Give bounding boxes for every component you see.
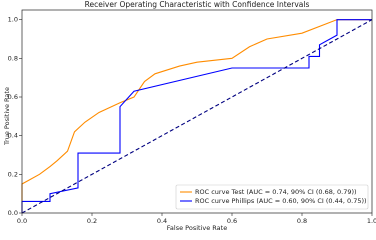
y-tick-label: 0.4 [8,132,18,140]
x-tick-label: 1.0 [367,217,376,225]
legend-label: ROC curve Test (AUC = 0.74, 90% CI (0.68… [195,188,357,196]
legend-box [175,184,369,210]
roc-curve [21,19,372,213]
x-tick-label: 0.0 [17,217,27,225]
x-tick-label: 0.8 [297,217,307,225]
diagonal-line [21,19,373,214]
x-axis-label: False Positive Rate [167,224,227,232]
x-tick-label: 0.6 [227,217,237,225]
y-tick-label: 1.0 [8,16,18,24]
y-tick-label: 0.6 [8,93,18,101]
legend-label: ROC curve Phillips (AUC = 0.60, 90% CI (… [195,197,367,205]
y-tick-label: 0.2 [8,170,18,178]
y-tick-label: 0.8 [8,54,18,62]
y-tick-label: 0.0 [8,209,18,217]
x-tick-label: 0.4 [157,217,167,225]
plot-frame [21,9,373,214]
roc-curve [21,19,372,213]
x-tick-label: 0.2 [87,217,97,225]
chart: Receiver Operating Characteristic with C… [3,0,376,232]
y-axis-label: True Positive Rate [3,87,11,146]
chart-title: Receiver Operating Characteristic with C… [85,0,310,9]
